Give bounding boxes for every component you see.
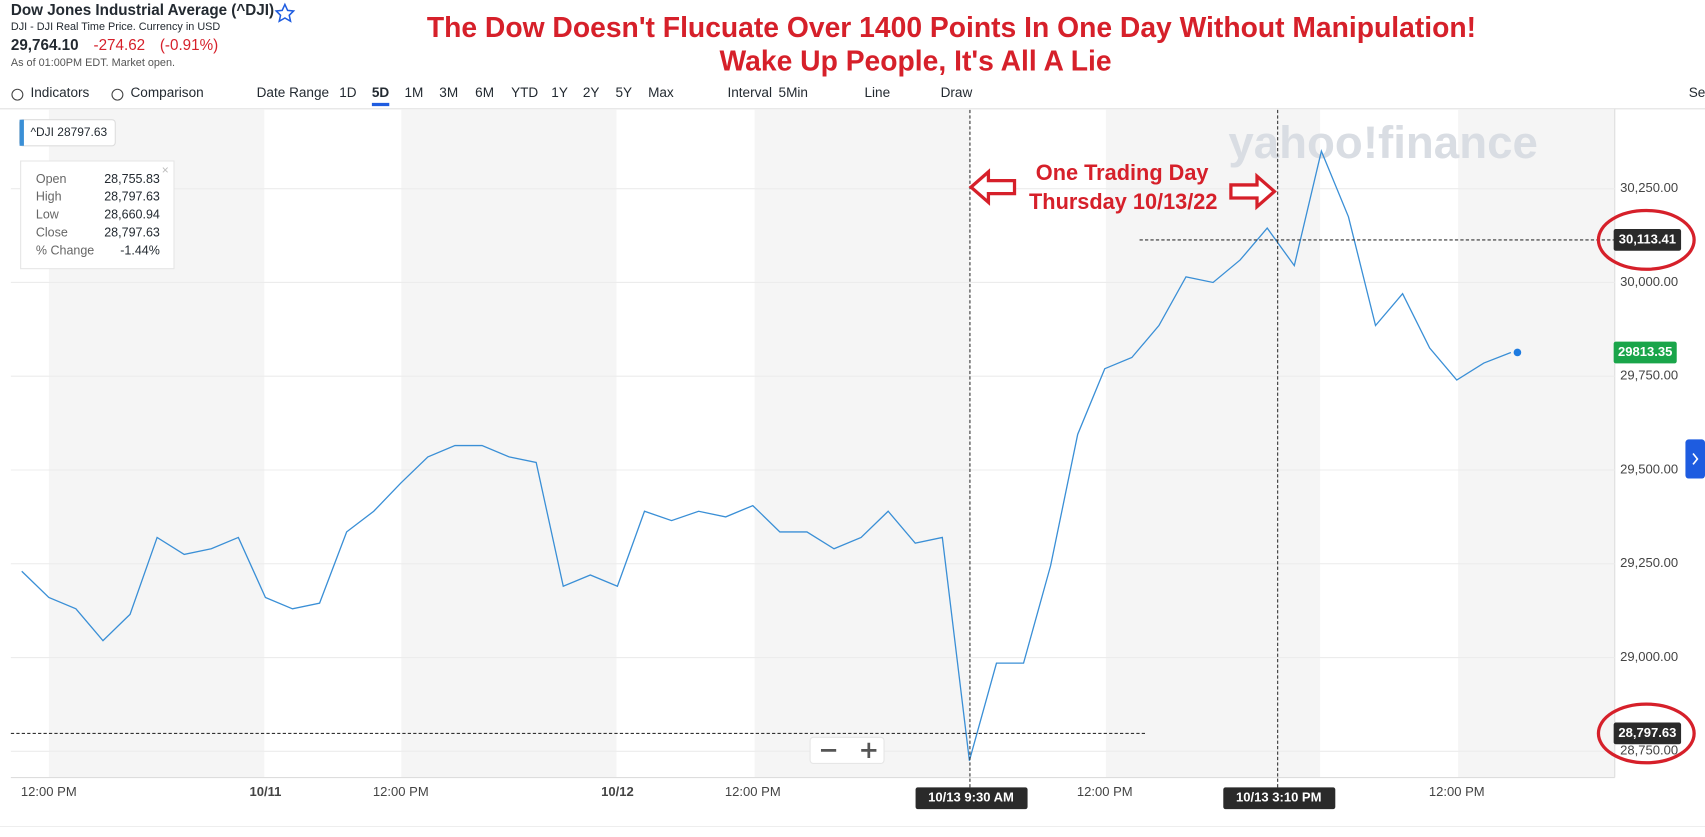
highlight-circle [1596,702,1696,765]
session-shading [48,109,1615,778]
star-icon[interactable] [274,2,296,23]
tooltip-key: % Change [36,244,94,258]
quote-change: -274.62 [94,37,146,54]
tooltip-key: Low [36,208,60,222]
toolbar-item[interactable]: 1M [405,85,424,100]
banner-line: The Dow Doesn't Flucuate Over 1400 Point… [427,11,1476,43]
plot: 28,750.00 29,000.00 29,250.00 29,500.00 29,7… [10,109,1696,810]
crosshair-x-label: 10/13 3:10 PM [1236,790,1321,805]
highlight-circle [1596,208,1696,271]
crosshair-tag [1613,229,1682,251]
toolbar-item[interactable]: Set [1689,85,1705,100]
quote-change-pct: (-0.91%) [160,37,218,54]
tooltip-value: 28,755.83 [104,172,160,186]
last-value-label: 29813.35 [1618,344,1672,359]
x-tick-label: 12:00 PM [1077,784,1133,799]
toolbar-item[interactable]: Indicators [30,85,89,100]
x-tick-label: 10/12 [601,784,634,799]
tooltip-box [20,160,175,270]
y-tick-label: 29,000.00 [1620,649,1678,664]
arrow-left [968,168,1017,206]
watermark: yahoo!finance [1228,117,1538,168]
x-tick-label: 12:00 PM [1429,784,1485,799]
crosshair-tag [1613,722,1682,745]
toolbar: Indicators Comparison Date Range 1D 5D 1M 3M 6M… [11,85,1705,101]
y-tick-label: 29,500.00 [1620,461,1678,476]
toolbar-item[interactable]: 3M [439,85,458,100]
tooltip-value: 28,797.63 [104,226,160,240]
x-tick-label: 10/11 [249,784,281,799]
quote-name: Dow Jones Industrial Average (^DJI) [11,2,274,19]
crosshair-label: 28,797.63 [1618,725,1676,740]
toolbar-icon [111,88,124,101]
shade [1458,109,1615,778]
y-tick-label: 29,250.00 [1620,555,1678,570]
crosshair-x-tag [915,787,1028,810]
crosshair-label: 30,113.41 [1619,231,1676,246]
zoom-control [809,736,885,764]
quote-as-of: As of 01:00PM EDT. Market open. [11,57,175,69]
shade [754,109,970,778]
toolbar-item[interactable]: Date Range [257,85,329,100]
annotation-text: Thursday 10/13/22 [1029,189,1217,214]
arrow-right [1229,172,1277,211]
tooltip-key: Open [36,172,67,186]
y-tick-label: 28,750.00 [1620,743,1678,758]
toolbar-item[interactable]: 2Y [583,85,600,100]
x-tick-label: 12:00 PM [373,784,429,799]
toolbar-item[interactable]: Interval [727,85,772,100]
tooltip-key: Close [36,226,68,240]
y-tick-label: 30,250.00 [1620,180,1678,195]
quote-price: 29,764.10 [11,37,79,54]
tooltip-key: High [36,190,62,204]
tooltip-value: -1.44% [120,244,160,258]
quote-source: DJI - DJI Real Time Price. Currency in U… [11,21,221,33]
toolbar-item[interactable]: 6M [475,85,494,100]
shade [1105,109,1321,778]
tooltip-value: 28,797.63 [104,190,160,204]
price-line [21,148,1512,761]
annotation-arrows [968,168,1277,211]
toolbar-item[interactable]: Draw [941,85,973,100]
last-point [1513,348,1522,357]
x-tick-label: 12:00 PM [21,784,77,799]
annotation-text: One Trading Day [1036,160,1209,185]
toolbar-item[interactable]: YTD [511,85,538,100]
toolbar-item[interactable]: Comparison [130,85,203,100]
legend-label: ^DJI 28797.63 [30,125,107,139]
close-icon[interactable]: × [162,163,169,177]
last-value-tag [1613,341,1677,364]
legend-swatch [19,119,24,146]
y-tick-label: 30,000.00 [1620,274,1678,289]
x-tick-label: 12:00 PM [725,784,781,799]
zoom-icons[interactable] [820,742,877,758]
tooltip: Open 28,755.83 High 28,797.63 Low 28,660.94 Cl… [36,172,160,258]
crosshair-x-tag [1223,787,1336,810]
toolbar-item[interactable]: 1D [339,85,357,100]
shade [401,109,617,778]
toolbar-item[interactable]: 5Min [779,85,808,100]
chevron [1692,453,1699,465]
toolbar-item[interactable]: 1Y [551,85,568,100]
side-panel-toggle[interactable] [1685,439,1705,479]
toolbar-item[interactable]: 5Y [615,85,632,100]
y-tick-label: 29,750.00 [1620,368,1678,383]
toolbar-item[interactable]: Max [648,85,674,100]
toolbar-icon [11,88,24,101]
crosshair-x-label: 10/13 9:30 AM [928,790,1014,805]
banner-line: Wake Up People, It's All A Lie [720,45,1112,77]
tooltip-value: 28,660.94 [104,208,160,222]
toolbar-item[interactable]: 5D [372,85,390,100]
toolbar-item[interactable]: Line [864,85,890,100]
